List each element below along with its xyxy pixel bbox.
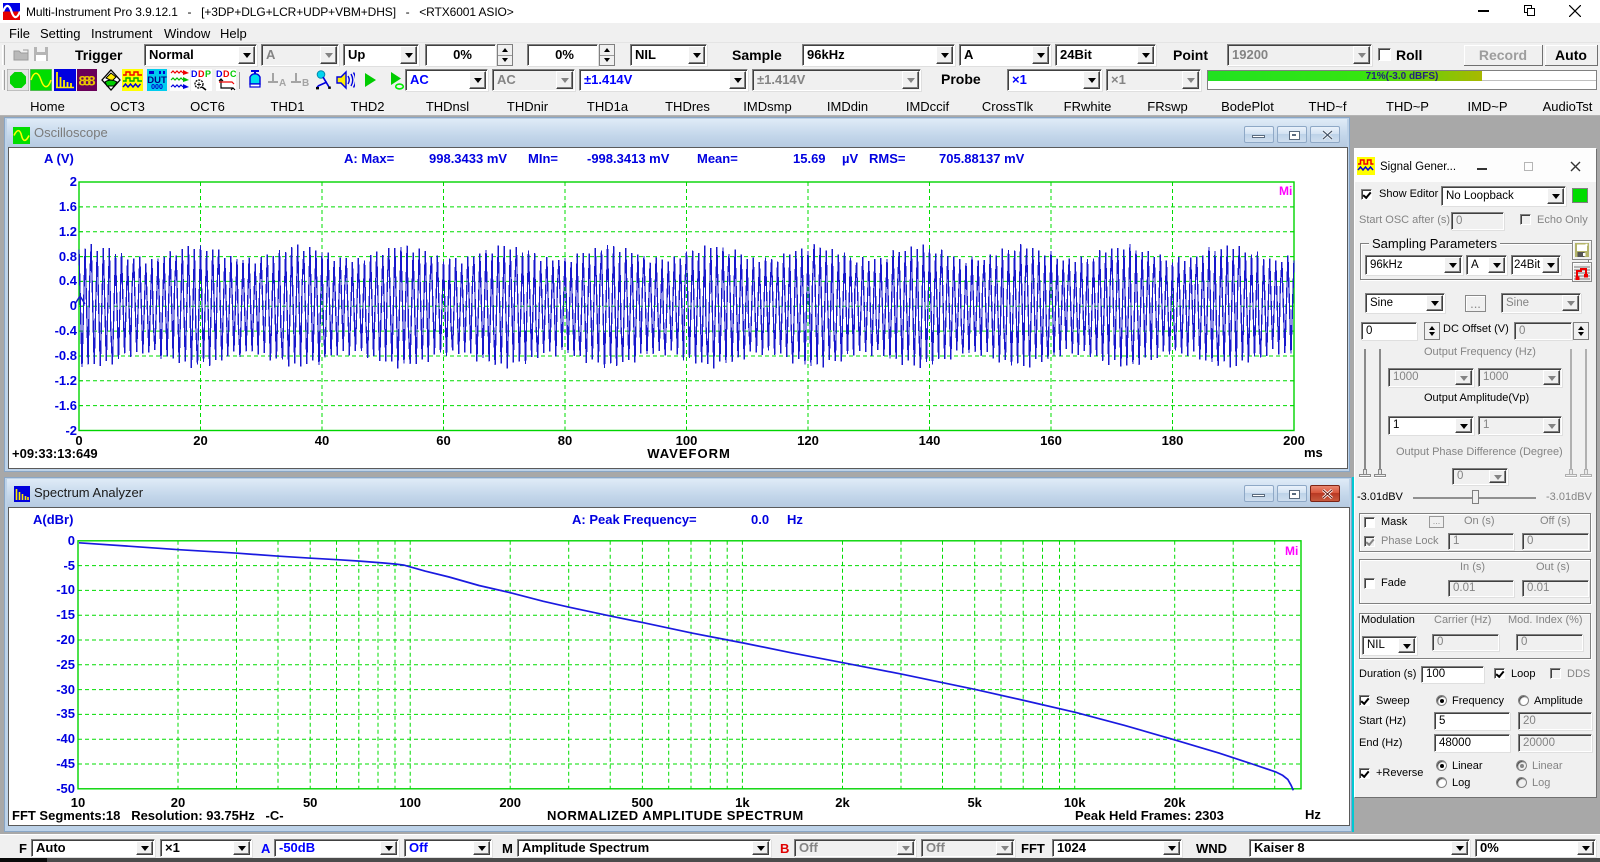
svg-text:A: A: [279, 78, 286, 89]
svg-text:D: D: [191, 69, 198, 79]
svg-text:P: P: [205, 69, 211, 79]
svg-text:888: 888: [79, 73, 96, 89]
svg-text:DUT: DUT: [147, 75, 167, 86]
svg-text:000: 000: [151, 84, 163, 91]
svg-text:D: D: [198, 69, 205, 79]
svg-text:+: +: [197, 80, 202, 89]
svg-text:D: D: [216, 69, 223, 79]
svg-text:B: B: [302, 78, 309, 89]
svg-text:D: D: [223, 69, 230, 79]
svg-text:C: C: [230, 69, 236, 79]
